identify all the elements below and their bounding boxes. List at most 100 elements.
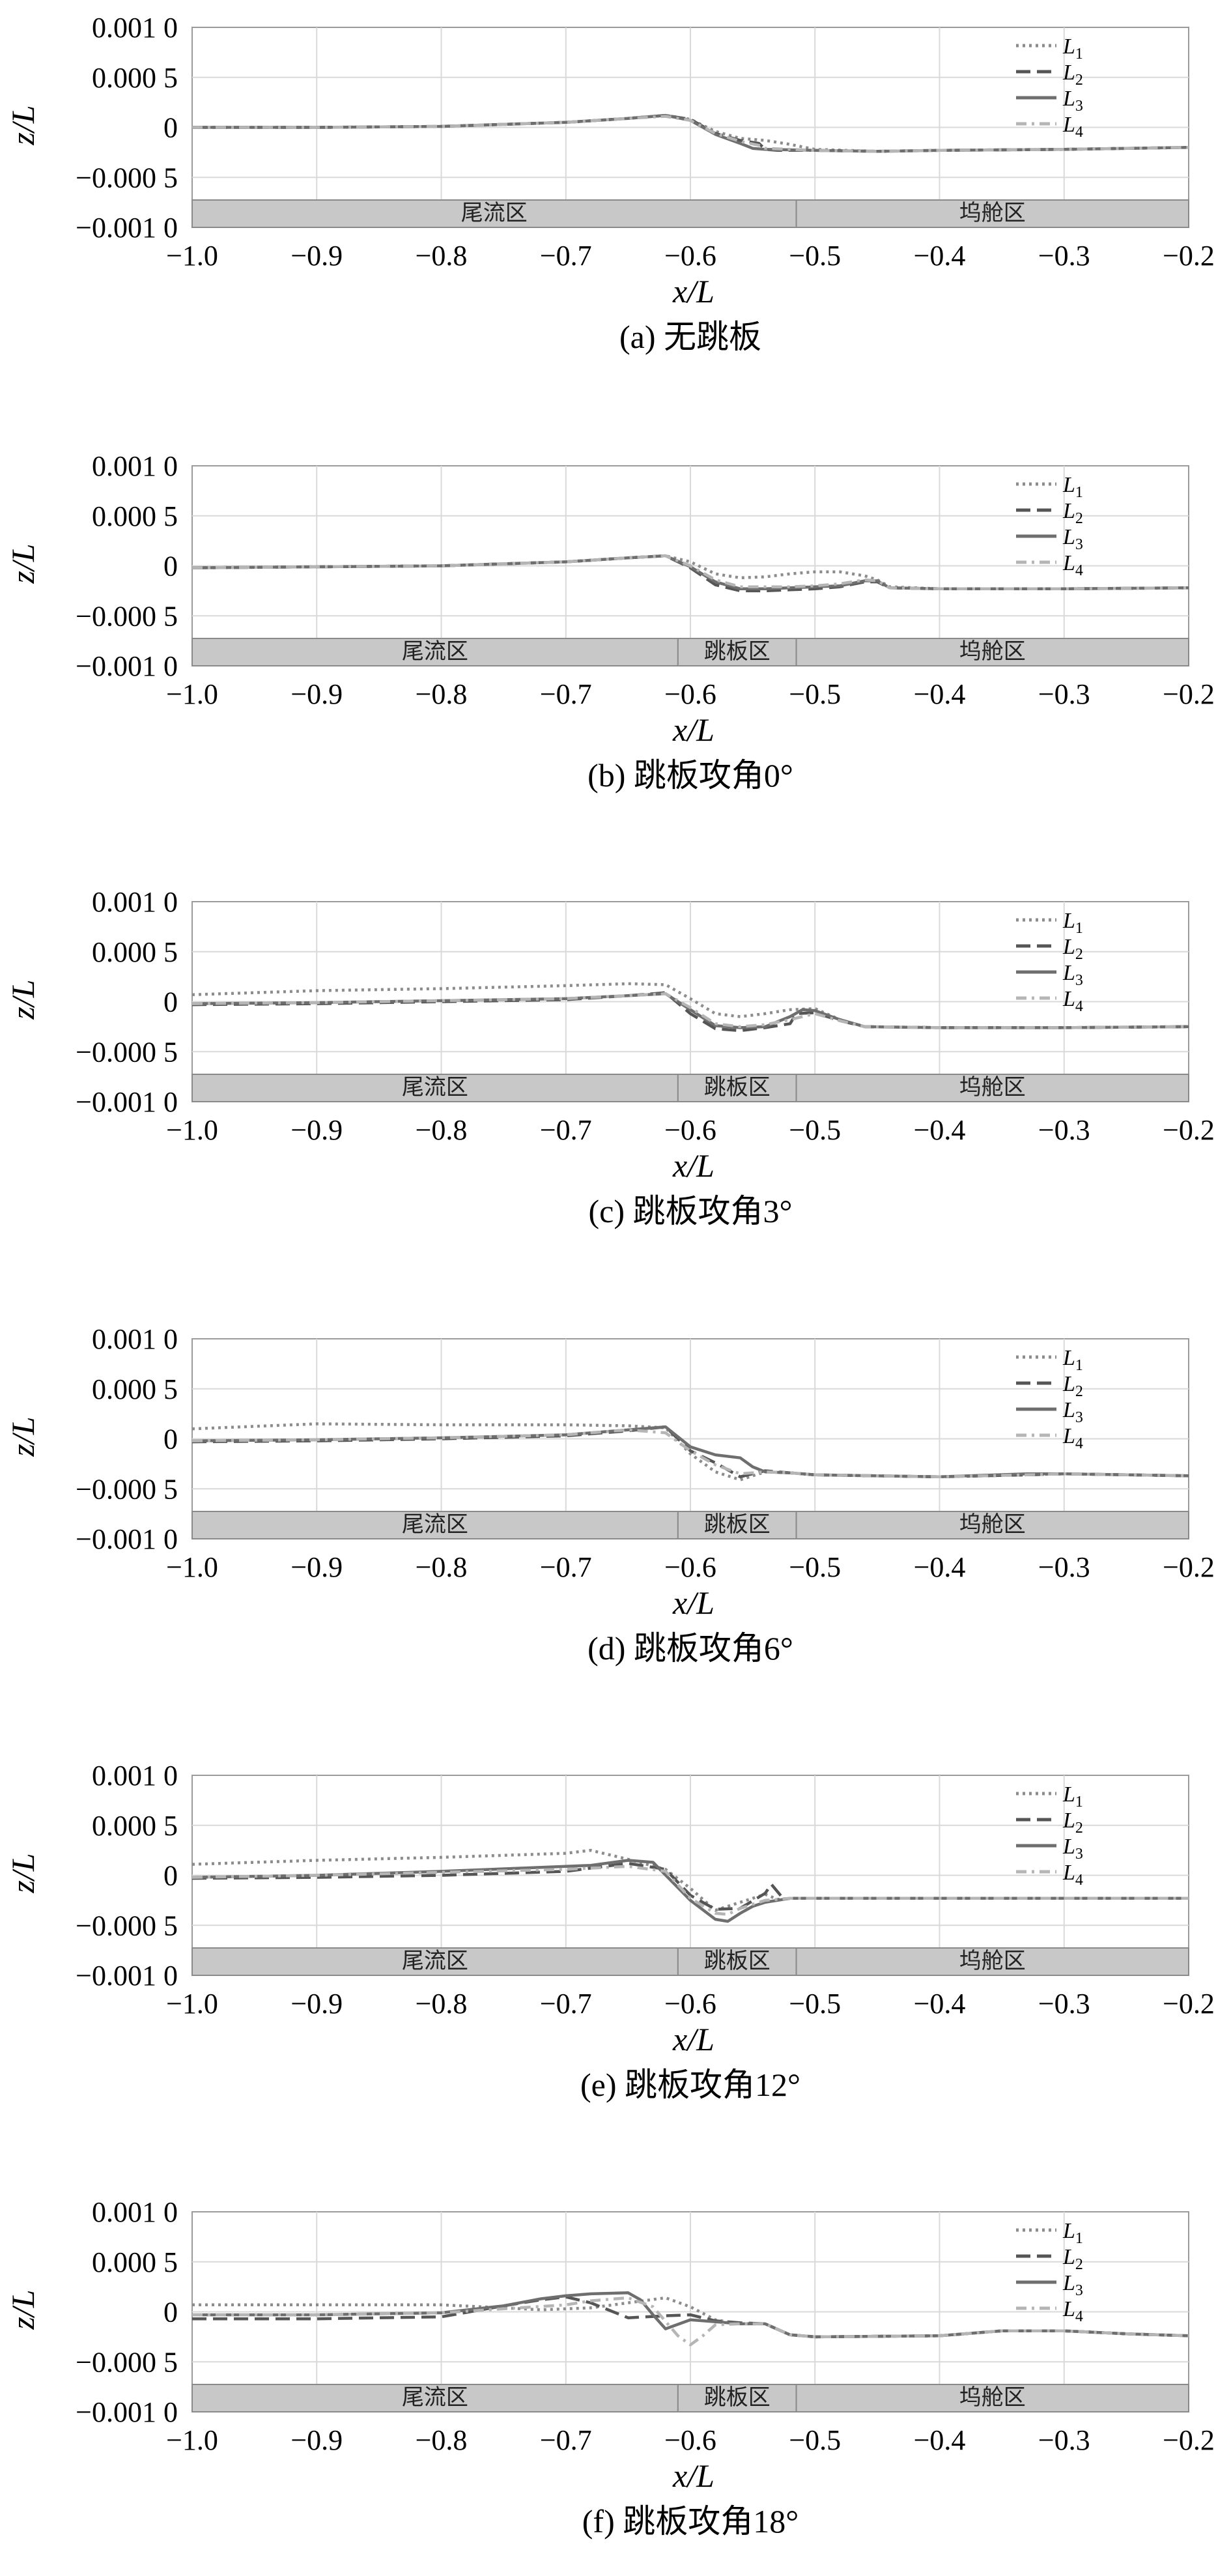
panel-caption: (b) 跳板攻角0°: [587, 757, 793, 794]
series-line-L1: [191, 982, 1189, 1029]
legend-label-L4: L4: [1062, 2297, 1083, 2325]
panel-caption: (e) 跳板攻角12°: [580, 2067, 800, 2103]
zone-label: 尾流区: [402, 2384, 468, 2411]
x-tick-label: −0.6: [664, 1551, 716, 1583]
x-tick-label: −1.0: [166, 1114, 218, 1146]
y-tick-label: −0.001 0: [76, 650, 178, 682]
x-tick-label: −0.6: [664, 240, 716, 272]
zone-label: 尾流区: [402, 638, 468, 665]
zone-band: [677, 2384, 797, 2412]
panel-caption: (c) 跳板攻角3°: [589, 1193, 793, 1229]
y-tick-label: 0.000 5: [92, 500, 178, 532]
legend-label-L2: L2: [1062, 2245, 1083, 2273]
zone-label: 尾流区: [402, 1074, 468, 1100]
x-tick-label: −0.8: [416, 1114, 468, 1146]
y-axis-label: z/L: [5, 979, 41, 1020]
zone-label: 坞舱区: [959, 1074, 1026, 1100]
x-tick-label: −0.5: [789, 240, 841, 272]
x-tick-label: −1.0: [166, 1551, 218, 1583]
x-tick-label: −0.2: [1163, 1114, 1215, 1146]
x-tick-label: −0.6: [664, 2424, 716, 2456]
y-tick-label: 0: [163, 112, 178, 144]
y-tick-label: 0.000 5: [92, 1810, 178, 1842]
x-tick-label: −0.3: [1038, 1551, 1090, 1583]
x-tick-label: −0.9: [290, 1114, 343, 1146]
x-tick-label: −0.3: [1038, 240, 1090, 272]
zone-band: [795, 2384, 1189, 2412]
x-axis-label: x/L: [672, 2021, 715, 2057]
series-line-L4: [192, 2296, 1189, 2347]
x-tick-label: −0.9: [290, 1988, 343, 2020]
zone-band: [191, 199, 797, 228]
zone-band: [795, 1074, 1189, 1102]
x-tick-label: −0.2: [1163, 240, 1215, 272]
y-tick-label: −0.000 5: [76, 1473, 178, 1505]
y-axis-label: z/L: [5, 2289, 41, 2330]
x-tick-label: −0.2: [1163, 1988, 1215, 2020]
zone-band: [795, 1511, 1189, 1539]
y-tick-label: 0: [163, 986, 178, 1018]
panel-caption: (a) 无跳板: [619, 319, 761, 355]
x-tick-label: −0.7: [540, 1551, 592, 1583]
x-tick-label: −0.3: [1038, 1114, 1090, 1146]
x-tick-label: −0.5: [789, 1114, 841, 1146]
x-tick-label: −0.5: [789, 1551, 841, 1583]
zone-band: [677, 1074, 797, 1102]
x-axis-label: x/L: [672, 2457, 715, 2494]
x-tick-label: −0.6: [664, 1988, 716, 2020]
y-tick-label: 0: [163, 1424, 178, 1455]
zone-band: [795, 638, 1189, 666]
zone-label: 跳板区: [704, 1948, 771, 1974]
y-tick-label: 0.000 5: [92, 2246, 178, 2278]
y-axis-label: z/L: [5, 105, 41, 145]
y-tick-label: 0.000 5: [92, 1373, 178, 1405]
y-tick-label: 0.000 5: [92, 936, 178, 968]
zone-label: 尾流区: [461, 200, 528, 226]
x-tick-label: −0.2: [1163, 2424, 1215, 2456]
x-tick-label: −0.4: [914, 2424, 966, 2456]
y-tick-label: −0.000 5: [76, 1910, 178, 1941]
legend-label-L4: L4: [1062, 551, 1083, 579]
x-tick-label: −0.2: [1163, 1551, 1215, 1583]
x-tick-label: −0.9: [290, 240, 343, 272]
x-tick-label: −0.7: [540, 2424, 592, 2456]
y-tick-label: 0.001 0: [92, 450, 178, 482]
zone-band: [677, 1947, 797, 1976]
series-line-L4: [191, 992, 1189, 1029]
legend-label-L2: L2: [1062, 499, 1083, 527]
y-tick-label: 0.001 0: [92, 12, 178, 44]
x-tick-label: −0.4: [914, 1114, 966, 1146]
zone-band: [795, 1947, 1189, 1976]
zone-label: 跳板区: [704, 1511, 771, 1538]
x-tick-label: −0.2: [1163, 678, 1215, 710]
zone-label: 坞舱区: [959, 638, 1026, 665]
zone-label: 坞舱区: [959, 1511, 1026, 1538]
zone-label: 跳板区: [704, 638, 771, 665]
y-tick-label: −0.000 5: [76, 1036, 178, 1068]
y-tick-label: −0.001 0: [76, 212, 178, 244]
x-tick-label: −0.4: [914, 678, 966, 710]
x-tick-label: −0.4: [914, 240, 966, 272]
zone-label: 跳板区: [704, 1074, 771, 1100]
series-line-L2: [191, 991, 1189, 1033]
x-tick-label: −0.7: [540, 240, 592, 272]
panel-caption: (f) 跳板攻角18°: [582, 2503, 799, 2540]
x-axis-label: x/L: [672, 273, 715, 309]
y-tick-label: 0.001 0: [92, 1760, 178, 1792]
x-tick-label: −0.6: [664, 1114, 716, 1146]
x-tick-label: −0.8: [416, 678, 468, 710]
y-tick-label: −0.001 0: [76, 1960, 178, 1992]
legend-label-L2: L2: [1062, 1372, 1083, 1400]
x-tick-label: −0.5: [789, 1988, 841, 2020]
y-tick-label: −0.001 0: [76, 1086, 178, 1118]
zone-band: [191, 1074, 679, 1102]
x-tick-label: −0.8: [416, 1988, 468, 2020]
series-line-L4: [191, 554, 1189, 591]
x-tick-label: −0.8: [416, 1551, 468, 1583]
x-tick-label: −0.8: [416, 240, 468, 272]
y-tick-label: 0: [163, 551, 178, 582]
x-tick-label: −0.3: [1038, 2424, 1090, 2456]
